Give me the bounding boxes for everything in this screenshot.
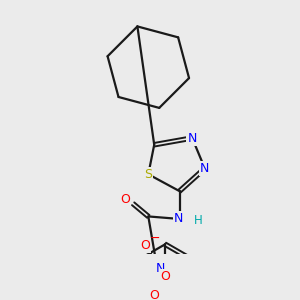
Text: S: S bbox=[144, 168, 152, 181]
Text: N: N bbox=[200, 162, 209, 175]
Text: O: O bbox=[160, 270, 170, 283]
Text: N: N bbox=[174, 212, 183, 226]
Text: O: O bbox=[149, 289, 159, 300]
Text: H: H bbox=[194, 214, 203, 227]
Text: N: N bbox=[156, 262, 165, 275]
Text: −: − bbox=[150, 232, 160, 245]
Text: O: O bbox=[120, 193, 130, 206]
Text: N: N bbox=[188, 131, 197, 145]
Text: O: O bbox=[140, 238, 150, 252]
